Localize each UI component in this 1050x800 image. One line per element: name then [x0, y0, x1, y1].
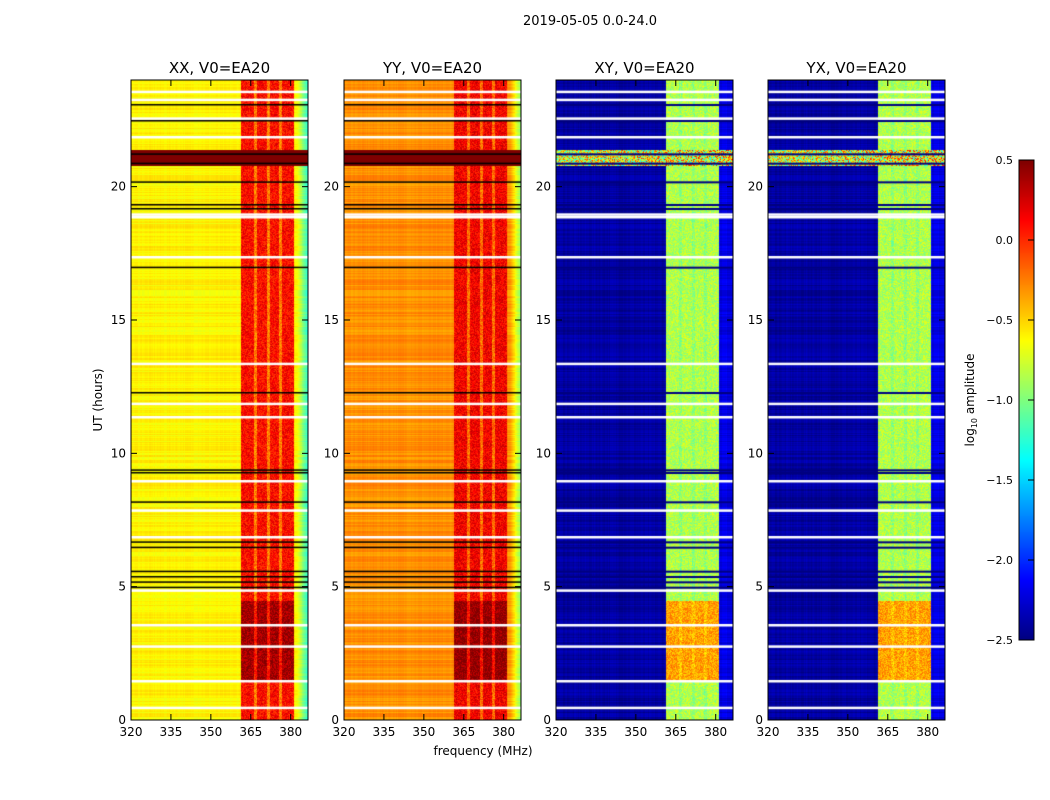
x-tick-label: 350	[836, 725, 859, 739]
x-tick-label: 335	[796, 725, 819, 739]
panel-title-xy: XY, V0=EA20	[594, 59, 695, 77]
y-tick-label: 0	[118, 713, 126, 727]
x-tick-label: 380	[704, 725, 727, 739]
y-axis-label: UT (hours)	[91, 368, 105, 431]
y-tick-label: 15	[111, 313, 126, 327]
x-tick-label: 320	[757, 725, 780, 739]
x-tick-label: 380	[492, 725, 515, 739]
x-tick-label: 335	[372, 725, 395, 739]
x-tick-label: 335	[584, 725, 607, 739]
panel-frame	[767, 79, 946, 721]
colorbar-label-part: 10	[970, 418, 979, 428]
y-tick-label: 10	[324, 446, 339, 460]
colorbar-label-part: log	[963, 428, 977, 446]
panel-title-yx: YX, V0=EA20	[806, 59, 907, 77]
y-tick-label: 5	[118, 580, 126, 594]
x-tick-label: 365	[239, 725, 262, 739]
y-tick-label: 15	[536, 313, 551, 327]
colorbar	[1019, 160, 1034, 640]
x-tick-label: 380	[916, 725, 939, 739]
colorbar-tick-label: −2.5	[986, 634, 1013, 647]
x-tick-label: 365	[452, 725, 475, 739]
x-tick-label: 365	[664, 725, 687, 739]
colorbar-label-part: amplitude	[963, 354, 977, 418]
panel-frame	[343, 79, 522, 721]
y-tick-label: 20	[111, 180, 126, 194]
x-tick-label: 320	[333, 725, 356, 739]
heatmap-yy	[344, 80, 521, 720]
heatmap-xy	[556, 80, 733, 720]
panel-frame	[555, 79, 734, 721]
panel-title-yy: YY, V0=EA20	[382, 59, 483, 77]
x-tick-label: 350	[624, 725, 647, 739]
y-tick-label: 0	[331, 713, 339, 727]
y-tick-label: 15	[324, 313, 339, 327]
panel-title-xx: XX, V0=EA20	[168, 59, 271, 77]
y-tick-label: 20	[748, 180, 763, 194]
panel-frame	[130, 79, 309, 721]
heatmap-xx	[131, 80, 308, 720]
x-axis-label: frequency (MHz)	[433, 744, 532, 758]
colorbar-label: log10 amplitude	[963, 354, 979, 447]
y-tick-label: 20	[536, 180, 551, 194]
y-tick-label: 5	[331, 580, 339, 594]
y-tick-label: 10	[111, 446, 126, 460]
y-tick-label: 10	[748, 446, 763, 460]
heatmap-yx	[768, 80, 945, 720]
y-tick-label: 5	[543, 580, 551, 594]
y-tick-label: 0	[543, 713, 551, 727]
figure-title: 2019-05-05 0.0-24.0	[523, 14, 657, 29]
x-tick-label: 320	[545, 725, 568, 739]
x-tick-label: 350	[199, 725, 222, 739]
colorbar-tick-label: −1.5	[986, 474, 1013, 487]
colorbar-tick-label: −1.0	[986, 394, 1013, 407]
x-tick-label: 380	[279, 725, 302, 739]
colorbar-tick-label: −0.5	[986, 314, 1013, 327]
colorbar-tick-label: 0.5	[996, 154, 1014, 167]
y-tick-label: 20	[324, 180, 339, 194]
colorbar-tick-label: −2.0	[986, 554, 1013, 567]
colorbar-tick-label: 0.0	[996, 234, 1014, 247]
x-tick-label: 335	[159, 725, 182, 739]
y-tick-label: 10	[536, 446, 551, 460]
y-tick-label: 5	[755, 580, 763, 594]
x-tick-label: 350	[412, 725, 435, 739]
y-tick-label: 0	[755, 713, 763, 727]
y-tick-label: 15	[748, 313, 763, 327]
x-tick-label: 365	[876, 725, 899, 739]
x-tick-label: 320	[120, 725, 143, 739]
